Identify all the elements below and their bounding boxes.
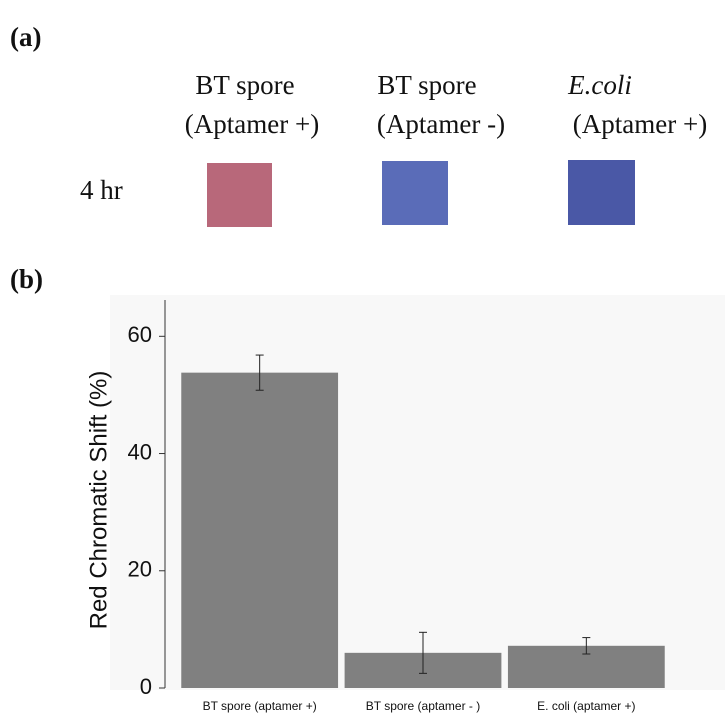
- y-axis-label: Red Chromatic Shift (%): [85, 371, 112, 630]
- color-swatch: [568, 160, 635, 225]
- column-title: E.coli: [567, 70, 632, 100]
- color-swatch: [207, 163, 272, 227]
- x-tick-label: E. coli (aptamer +): [537, 699, 635, 713]
- row-label: 4 hr: [80, 175, 123, 205]
- column-title: BT spore: [195, 70, 294, 100]
- x-tick-label: BT spore (aptamer - ): [366, 699, 480, 713]
- y-tick-label: 0: [140, 674, 152, 699]
- panel-label: (b): [10, 264, 43, 294]
- column-title: BT spore: [377, 70, 476, 100]
- y-tick-label: 40: [128, 439, 152, 464]
- column-subtitle: (Aptamer +): [185, 109, 319, 139]
- column-subtitle: (Aptamer -): [377, 109, 505, 139]
- x-tick-label: BT spore (aptamer +): [203, 699, 317, 713]
- bar: [181, 372, 339, 688]
- column-subtitle: (Aptamer +): [573, 109, 707, 139]
- panel-label: (a): [10, 22, 41, 52]
- color-swatch: [382, 161, 448, 225]
- y-tick-label: 60: [128, 322, 152, 347]
- y-tick-label: 20: [128, 557, 152, 582]
